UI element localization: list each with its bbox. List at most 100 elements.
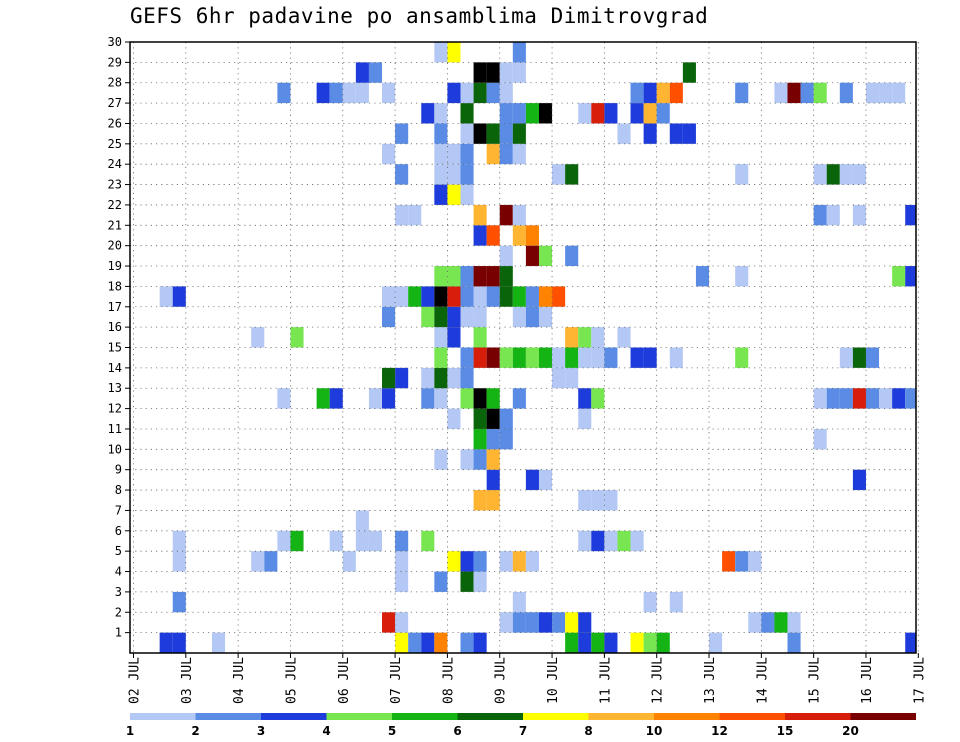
precip-cell xyxy=(565,164,579,185)
precip-cell xyxy=(525,286,539,307)
y-tick-label: 17 xyxy=(108,300,122,314)
precip-cell xyxy=(395,367,409,389)
precip-cell xyxy=(826,164,840,185)
precip-cell xyxy=(355,530,369,552)
precip-cell xyxy=(434,123,448,144)
precip-cell xyxy=(748,551,762,572)
precip-cell xyxy=(604,103,618,124)
precip-cell xyxy=(839,347,853,368)
precip-cell xyxy=(473,82,487,104)
precip-cell xyxy=(395,551,409,572)
precip-cell xyxy=(395,286,409,307)
precip-cell xyxy=(669,347,683,368)
precip-cell xyxy=(892,388,906,409)
precip-cell xyxy=(421,367,435,389)
precip-cell xyxy=(591,103,605,124)
precip-cell xyxy=(839,82,853,104)
precip-cell xyxy=(460,103,474,124)
y-tick-label: 24 xyxy=(108,157,122,171)
precip-cell xyxy=(538,612,553,633)
y-tick-label: 22 xyxy=(108,198,122,212)
precip-cell xyxy=(499,204,513,226)
precip-cell xyxy=(329,82,343,104)
precip-cell xyxy=(630,347,644,368)
precip-cell xyxy=(669,123,683,144)
precip-cell xyxy=(473,306,487,328)
precip-cell xyxy=(643,591,657,613)
precip-cell xyxy=(839,164,853,185)
legend-swatch xyxy=(457,713,523,720)
precip-cell xyxy=(748,612,762,633)
precip-cell xyxy=(434,143,448,165)
precip-cell xyxy=(905,388,916,409)
precip-cell xyxy=(421,632,435,653)
precip-cell xyxy=(473,388,487,409)
y-tick-label: 15 xyxy=(108,341,122,355)
precip-cell xyxy=(578,632,592,653)
x-tick-label: 04 JUL xyxy=(232,657,247,704)
grid-layer xyxy=(130,42,919,653)
precip-cell xyxy=(447,143,461,165)
precip-cell xyxy=(447,286,461,307)
precip-cell xyxy=(512,591,526,613)
y-tick-label: 29 xyxy=(108,55,122,69)
precip-cell xyxy=(865,82,880,104)
precip-cell xyxy=(368,388,383,409)
precip-cell xyxy=(512,42,526,63)
precip-cell xyxy=(591,490,605,511)
precip-cell xyxy=(643,103,657,124)
precip-cell xyxy=(277,530,291,552)
precip-cell xyxy=(525,469,539,491)
legend-swatch xyxy=(719,713,785,720)
precip-cell xyxy=(434,306,448,328)
precip-cell xyxy=(460,266,474,287)
precip-cell xyxy=(565,632,579,653)
precip-cell xyxy=(591,530,605,552)
precip-cell xyxy=(735,164,749,185)
precip-cell xyxy=(512,388,526,409)
y-tick-label: 10 xyxy=(108,442,122,456)
precip-cell xyxy=(434,164,448,185)
precip-cell xyxy=(538,347,553,368)
precip-cell xyxy=(408,632,422,653)
precip-cell xyxy=(656,632,670,653)
precip-cell xyxy=(538,469,553,491)
precip-cell xyxy=(525,551,539,572)
precip-cell xyxy=(277,82,291,104)
precip-cell xyxy=(852,469,866,491)
y-tick-label: 19 xyxy=(108,259,122,273)
precip-cell xyxy=(434,286,448,307)
precip-cell xyxy=(852,388,866,409)
x-tick-label: 14 JUL xyxy=(755,657,770,704)
precip-cell xyxy=(813,82,827,104)
precip-cell xyxy=(382,143,396,165)
y-tick-label: 12 xyxy=(108,402,122,416)
precip-cell xyxy=(382,388,396,409)
legend-label: 15 xyxy=(777,724,794,738)
legend-swatch xyxy=(195,713,261,720)
precip-cell xyxy=(473,571,487,592)
x-tick-label: 10 JUL xyxy=(546,657,561,704)
precip-cell xyxy=(656,82,670,104)
precip-cell xyxy=(460,143,474,165)
precip-cell xyxy=(486,490,500,511)
precip-cell xyxy=(434,367,448,389)
precip-cell xyxy=(395,204,409,226)
precip-cell xyxy=(735,82,749,104)
y-tick-label: 9 xyxy=(115,463,122,477)
precip-cell xyxy=(879,82,893,104)
precip-cell xyxy=(486,286,500,307)
precip-cell xyxy=(630,632,644,653)
precip-cell xyxy=(813,204,827,226)
precip-cell xyxy=(578,327,592,348)
precip-cell xyxy=(892,82,906,104)
precip-cell xyxy=(630,103,644,124)
precip-cell xyxy=(486,388,500,409)
precip-cell xyxy=(395,632,409,653)
precip-cell xyxy=(368,62,383,83)
precip-cell xyxy=(473,428,487,450)
precip-cell xyxy=(499,551,513,572)
precip-cell xyxy=(630,82,644,104)
precip-cell xyxy=(172,551,186,572)
